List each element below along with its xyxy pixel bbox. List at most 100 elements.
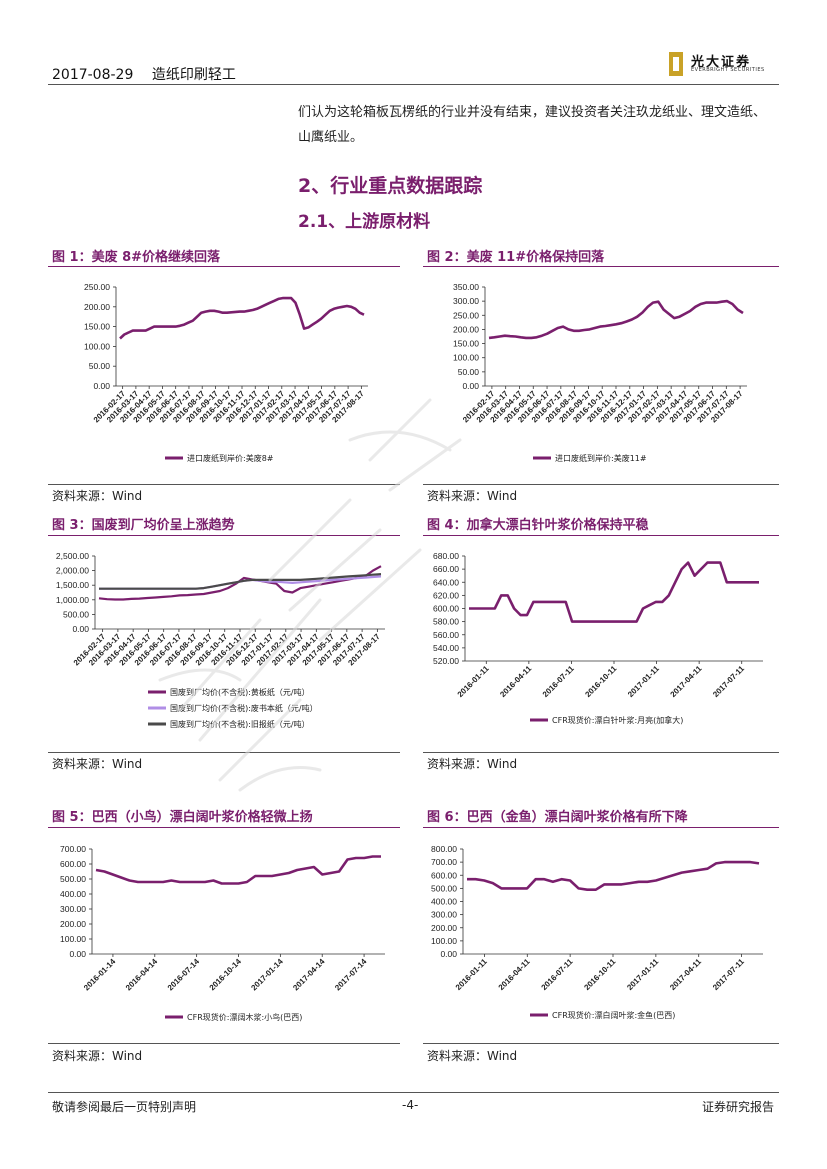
x-tick-label: 2017-07-11 <box>711 957 746 992</box>
x-tick-label: 2016-01-14 <box>82 957 118 993</box>
x-tick-label: 2017-04-14 <box>291 957 327 993</box>
y-tick-label: 150.00 <box>84 322 110 332</box>
series-line <box>488 299 744 340</box>
legend-label: CFR现货价:漂白阔叶浆:金鱼(巴西) <box>552 1010 675 1020</box>
y-tick-label: 1,000.00 <box>56 595 89 605</box>
legend-label: 国废到厂均价(不含税):废书本纸（元/吨） <box>170 703 318 713</box>
y-tick-label: 2,000.00 <box>56 566 89 576</box>
y-tick-label: 640.00 <box>433 577 459 587</box>
series-line <box>119 296 365 340</box>
figure-1-bottom-rule <box>48 484 400 485</box>
y-tick-label: 500.00 <box>60 874 86 884</box>
watermark-stroke <box>158 598 322 742</box>
figure-6-source: 资料来源：Wind <box>427 1049 518 1063</box>
figure-2-source: 资料来源：Wind <box>427 489 518 503</box>
x-tick-label: 2017-04-11 <box>668 957 703 992</box>
figure-2-title: 图 2：美废 11#价格保持回落 <box>427 250 605 265</box>
legend-label: CFR现货价:漂白针叶浆:月亮(加拿大) <box>552 715 683 725</box>
series-line <box>99 573 382 590</box>
report-header: 2017-08-29 造纸印刷轻工 <box>52 64 250 84</box>
figure-5-title: 图 5：巴西（小鸟）漂白阔叶浆价格轻微上扬 <box>52 810 313 825</box>
y-tick-label: 800.00 <box>431 844 457 854</box>
y-tick-label: 0.00 <box>93 381 110 391</box>
x-tick-label: 2017-07-11 <box>711 664 746 699</box>
figure-3-chart: 0.00 500.00 1,000.00 1,500.00 2,000.00 2,500.… <box>50 545 400 745</box>
y-tick-label: 400.00 <box>431 897 457 907</box>
figure-6-title: 图 6：巴西（金鱼）漂白阔叶浆价格有所下降 <box>427 810 688 825</box>
y-tick-label: 300.00 <box>60 904 86 914</box>
y-tick-label: 250.00 <box>84 282 110 292</box>
intro-paragraph: 们认为这轮箱板瓦楞纸的行业并没有结束，建议投资者关注玖龙纸业、理文造纸、山鹰纸业… <box>298 105 767 145</box>
x-tick-label: 2017-01-14 <box>249 957 285 993</box>
y-tick-label: 150.00 <box>453 339 479 349</box>
y-tick-label: 100.00 <box>84 341 110 351</box>
y-tick-label: 0.00 <box>462 381 479 391</box>
figure-2-bottom-rule <box>423 484 779 485</box>
figure-1-source: 资料来源：Wind <box>52 489 143 503</box>
figure-5-source: 资料来源：Wind <box>52 1049 143 1063</box>
figure-4-source: 资料来源：Wind <box>427 757 518 771</box>
everbright-logo: 光大证券 EVERBRIGHT SECURITIES <box>669 52 779 76</box>
y-tick-label: 540.00 <box>433 643 459 653</box>
x-tick-label: 2016-07-11 <box>541 664 576 699</box>
x-tick-label: 2016-10-11 <box>582 957 617 992</box>
x-tick-label: 2017-01-11 <box>625 957 660 992</box>
page-number: -4- <box>402 1098 419 1112</box>
x-tick-label: 2016-10-11 <box>583 664 618 699</box>
y-tick-label: 0.00 <box>69 949 86 959</box>
figure-4-bottom-rule <box>423 752 779 753</box>
y-tick-label: 580.00 <box>433 617 459 627</box>
figure-5-chart: 0.00 100.00 200.00 300.00 400.00 500.00 600.00… <box>50 838 400 1038</box>
watermark-stroke <box>268 498 422 642</box>
watermark-stroke <box>218 698 322 792</box>
legend-label: 进口废纸到岸价:美废11# <box>555 453 647 463</box>
logo-name-en: EVERBRIGHT SECURITIES <box>691 67 765 73</box>
y-tick-label: 100.00 <box>60 934 86 944</box>
y-tick-label: 300.00 <box>453 296 479 306</box>
y-tick-label: 520.00 <box>433 656 459 666</box>
y-tick-label: 50.00 <box>89 361 111 371</box>
figure-4-rule <box>423 535 779 536</box>
figure-6-chart: 0.00 100.00 200.00 300.00 400.00 500.00 600.00… <box>425 838 777 1038</box>
x-tick-label: 2017-01-11 <box>626 664 661 699</box>
y-tick-label: 100.00 <box>453 353 479 363</box>
legend-label: CFR现货价:漂阔木浆:小鸟(巴西) <box>187 1012 302 1022</box>
footer-rule <box>48 1092 779 1093</box>
y-tick-label: 600.00 <box>60 859 86 869</box>
section-title: 2、行业重点数据跟踪 <box>298 175 483 197</box>
series-line <box>95 855 381 885</box>
figure-3-title: 图 3：国废到厂均价呈上涨趋势 <box>52 518 235 533</box>
y-tick-label: 200.00 <box>60 919 86 929</box>
y-tick-label: 600.00 <box>431 870 457 880</box>
y-tick-label: 300.00 <box>431 910 457 920</box>
figure-3-rule <box>48 535 400 536</box>
y-tick-label: 100.00 <box>431 936 457 946</box>
x-tick-label: 2016-04-11 <box>497 957 532 992</box>
y-tick-label: 700.00 <box>60 844 86 854</box>
report-date: 2017-08-29 <box>52 67 134 83</box>
y-tick-label: 620.00 <box>433 590 459 600</box>
y-tick-label: 2,500.00 <box>56 551 89 561</box>
figure-2-rule <box>423 266 779 267</box>
logo-name-cn: 光大证券 <box>691 55 752 70</box>
series-line <box>467 860 760 892</box>
x-tick-label: 2016-04-11 <box>498 664 533 699</box>
figure-6-rule <box>423 827 779 828</box>
figure-1-chart: 0.00 50.00 100.00 150.00 200.00 250.00 2016-02… <box>50 276 400 476</box>
x-tick-label: 2017-04-11 <box>669 664 704 699</box>
y-tick-label: 0.00 <box>440 949 457 959</box>
report-industry: 造纸印刷轻工 <box>151 67 236 83</box>
y-tick-label: 500.00 <box>63 609 89 619</box>
y-tick-label: 0.00 <box>72 624 89 634</box>
y-tick-label: 350.00 <box>453 282 479 292</box>
y-tick-label: 660.00 <box>433 564 459 574</box>
logo-mark-icon <box>669 52 683 76</box>
y-tick-label: 200.00 <box>431 923 457 933</box>
figure-2-chart: 0.00 50.00 100.00 150.00 200.00 250.00 300.00 3… <box>425 276 777 476</box>
header-rule <box>48 84 779 85</box>
y-tick-label: 700.00 <box>431 857 457 867</box>
x-tick-label: 2017-07-14 <box>333 957 369 993</box>
y-tick-label: 600.00 <box>433 604 459 614</box>
figure-4-title: 图 4：加拿大漂白针叶浆价格保持平稳 <box>427 518 649 533</box>
subsection-title: 2.1、上游原材料 <box>298 212 431 232</box>
